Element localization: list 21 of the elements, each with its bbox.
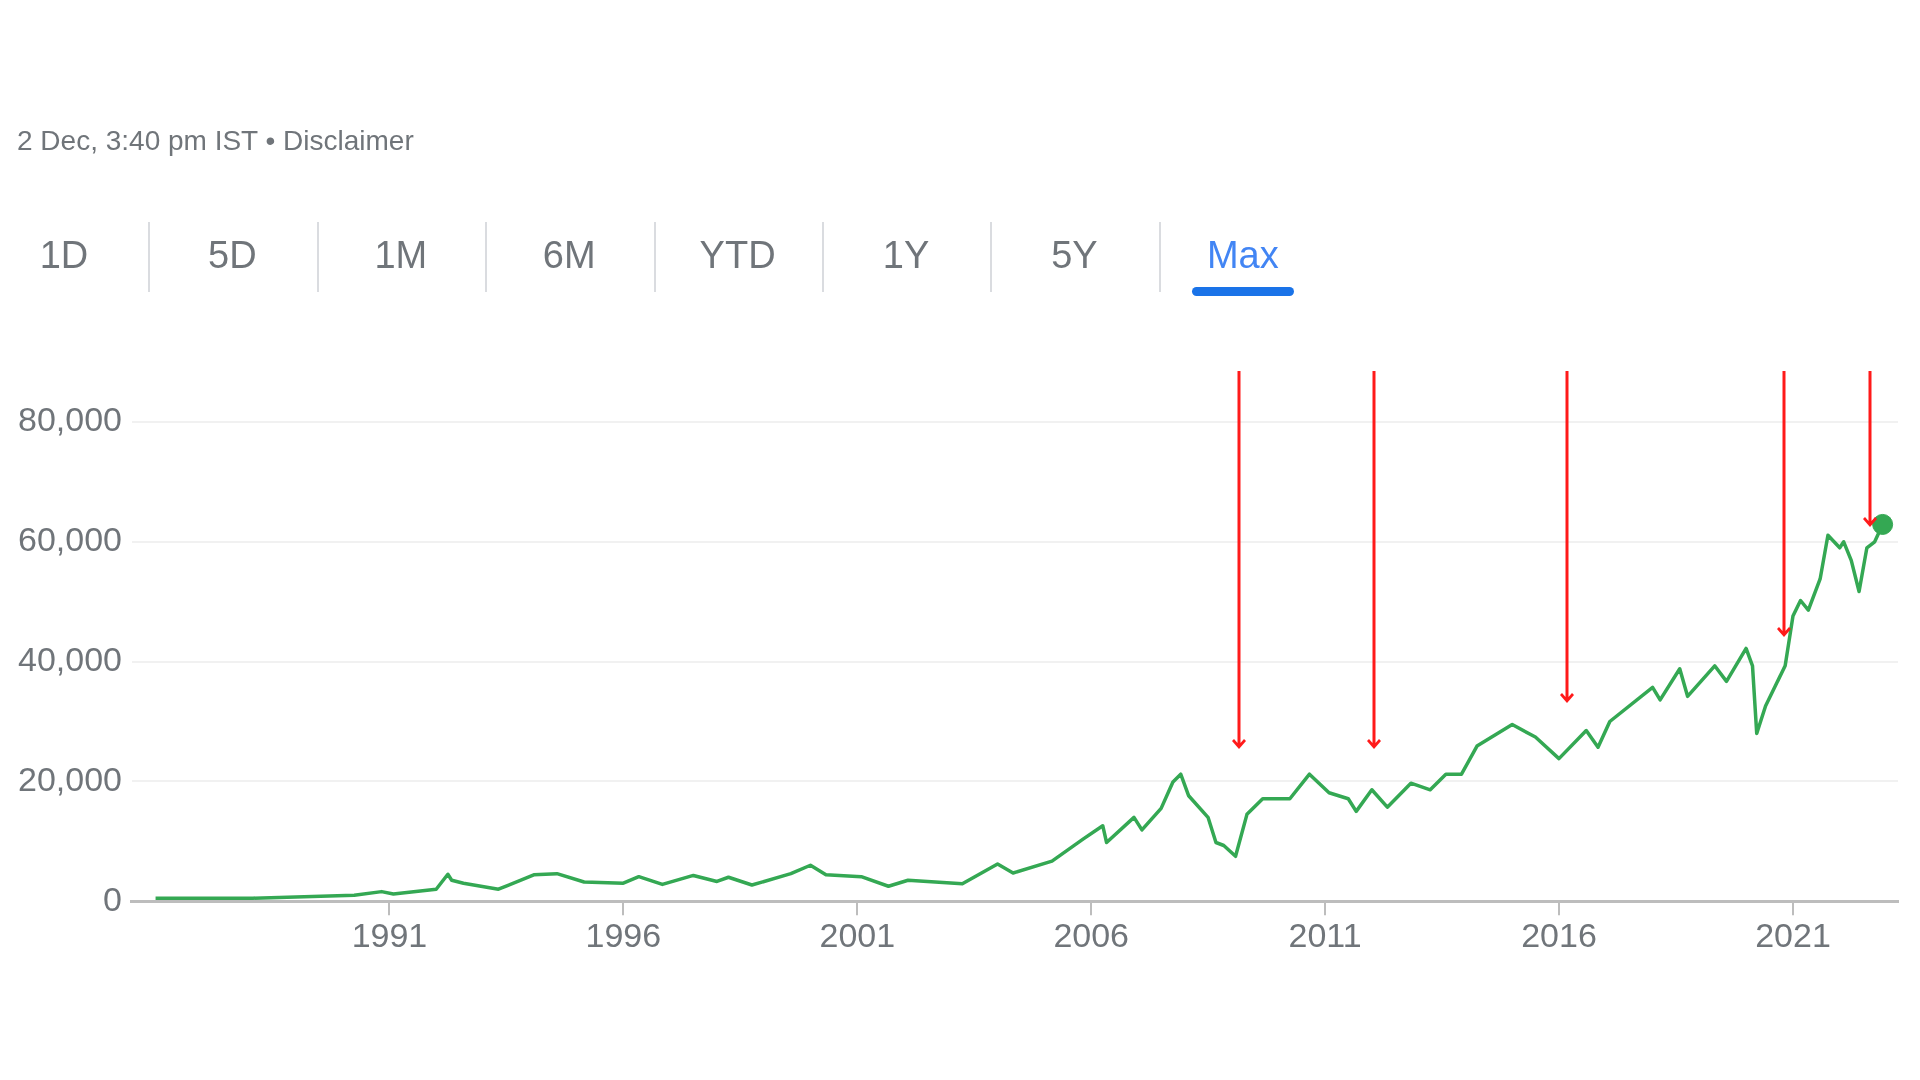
text: 5Y	[1050, 234, 1099, 277]
text: 1D	[38, 234, 90, 277]
x-tick-label: 2021	[1755, 915, 1831, 954]
text: Max	[1205, 234, 1280, 277]
x-tick-label: 2001	[819, 915, 896, 954]
text: 5D	[207, 234, 258, 277]
x-tick-label: 1991	[351, 915, 428, 954]
text: 6M	[541, 234, 597, 277]
y-tick-label: 20,000	[17, 759, 122, 798]
y-tick-label: 40,000	[17, 639, 122, 678]
x-tick-label: 2016	[1521, 915, 1597, 954]
text: 1M	[373, 234, 429, 277]
y-tick-label: 80,000	[17, 400, 122, 439]
text: 1Y	[881, 234, 931, 277]
y-tick-label: 60,000	[17, 520, 122, 559]
text: YTD	[698, 234, 777, 277]
x-tick-label: 2011	[1288, 915, 1362, 954]
x-tick-label: 1996	[585, 915, 662, 954]
y-tick-label: 0	[103, 879, 122, 918]
chart-subtitle: 2 Dec, 3:40 pm IST • Disclaimer	[17, 125, 414, 157]
x-tick-label: 2006	[1053, 915, 1130, 954]
